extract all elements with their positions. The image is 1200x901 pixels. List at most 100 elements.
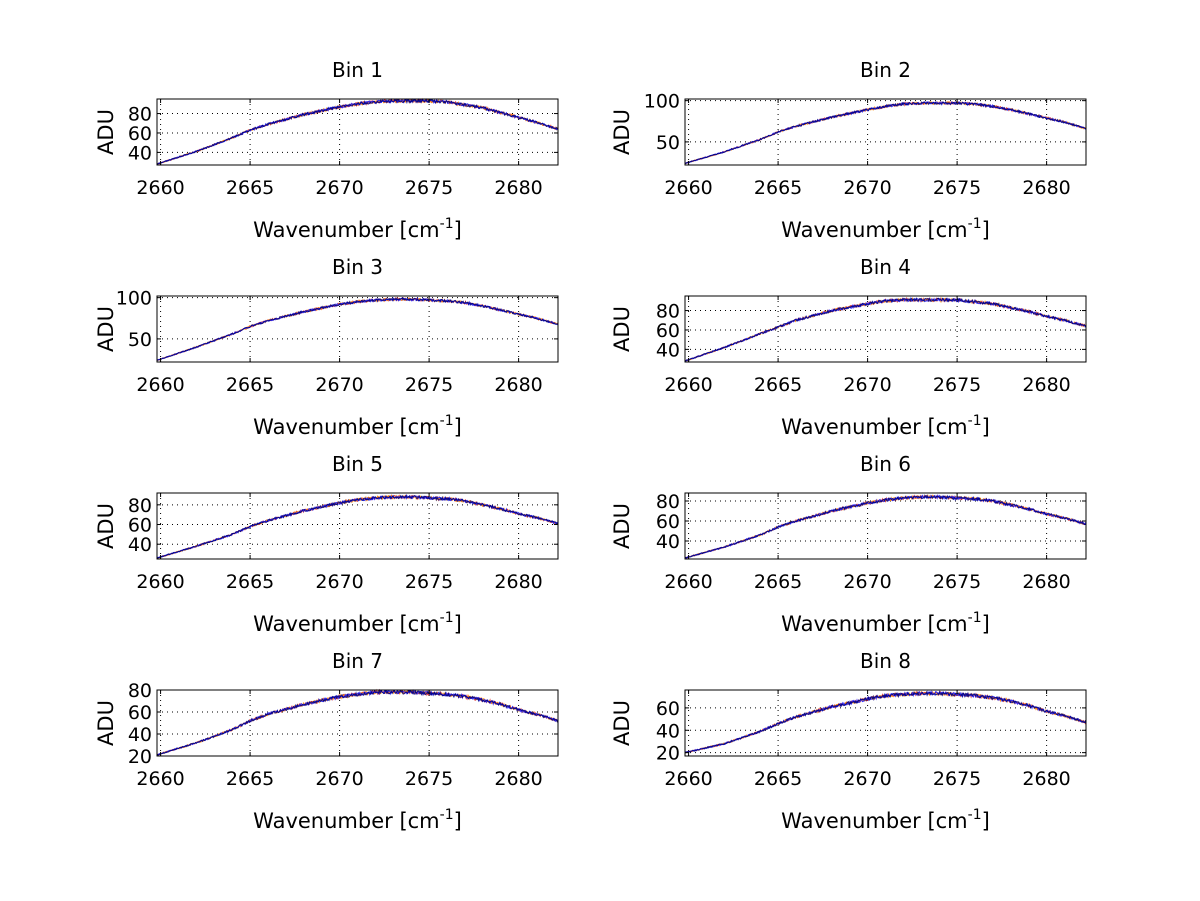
y-tick-label: 50 [656, 132, 680, 154]
x-axis-label: Wavenumber [cm-1] [781, 413, 990, 439]
x-axis-label-exponent: -1 [440, 610, 454, 626]
axes-box [684, 689, 1087, 757]
y-tick-label: 40 [656, 720, 680, 742]
subplot-3: Bin 3 2660 2665 2670 2675 2680 50 100 Wavenumber… [94, 255, 559, 439]
y-tick-label: 60 [128, 702, 152, 724]
spectrum-trace [684, 101, 1087, 165]
x-axis-label: Wavenumber [cm-1] [781, 216, 990, 242]
y-tick-label: 60 [128, 515, 152, 537]
spectrum-trace [684, 494, 1087, 559]
x-tick-label: 2675 [933, 177, 981, 199]
subplot-title: Bin 6 [860, 452, 911, 476]
x-tick-label: 2660 [136, 177, 184, 199]
x-tick-label: 2660 [664, 571, 712, 593]
x-tick-label: 2665 [754, 768, 802, 790]
x-axis-label-end: ] [982, 415, 990, 439]
spectrum-trace [684, 494, 1086, 559]
y-tick-label: 60 [656, 698, 680, 720]
spectrum-trace [156, 98, 559, 165]
spectrum-trace [157, 297, 559, 361]
x-axis-label-main: Wavenumber [cm [253, 218, 439, 242]
x-axis-label: Wavenumber [cm-1] [253, 807, 462, 833]
x-axis-label-main: Wavenumber [cm [781, 809, 967, 833]
y-tick-label: 40 [128, 142, 152, 164]
x-tick-label: 2660 [136, 571, 184, 593]
subplot-title: Bin 3 [332, 255, 383, 279]
x-axis-label-main: Wavenumber [cm [253, 415, 439, 439]
y-axis-label: ADU [610, 109, 634, 155]
subplot-title: Bin 8 [860, 649, 911, 673]
axes-box [156, 492, 559, 560]
x-tick-label: 2660 [664, 374, 712, 396]
axes-box [684, 98, 1087, 166]
spectrum-trace [156, 296, 559, 361]
x-axis-label-main: Wavenumber [cm [781, 218, 967, 242]
x-axis-label-exponent: -1 [440, 807, 454, 823]
x-axis-label-end: ] [454, 612, 462, 636]
x-tick-label: 2680 [494, 571, 542, 593]
x-tick-label: 2665 [226, 374, 274, 396]
y-tick-label: 60 [656, 511, 680, 533]
x-axis-label-exponent: -1 [968, 610, 982, 626]
x-tick-label: 2665 [754, 374, 802, 396]
x-axis-label-main: Wavenumber [cm [253, 612, 439, 636]
y-tick-label: 80 [656, 301, 680, 323]
subplot-2: Bin 2 2660 2665 2670 2675 2680 50 100 Wavenumber… [610, 58, 1087, 242]
x-axis-label-end: ] [982, 612, 990, 636]
x-axis-label: Wavenumber [cm-1] [253, 413, 462, 439]
x-tick-label: 2665 [754, 177, 802, 199]
x-tick-label: 2680 [1022, 768, 1070, 790]
axes-box [684, 295, 1087, 363]
y-tick-label: 100 [644, 91, 680, 113]
x-tick-label: 2670 [315, 177, 363, 199]
subplot-title: Bin 4 [860, 255, 911, 279]
axes-box [156, 295, 559, 363]
x-axis-label: Wavenumber [cm-1] [253, 610, 462, 636]
x-axis-label-exponent: -1 [440, 413, 454, 429]
spectrum-trace [684, 100, 1087, 165]
x-tick-label: 2675 [405, 177, 453, 199]
y-tick-label: 40 [656, 339, 680, 361]
x-axis-label-exponent: -1 [968, 807, 982, 823]
spectrum-trace [157, 98, 559, 165]
x-axis-label-main: Wavenumber [cm [781, 415, 967, 439]
x-tick-label: 2675 [933, 571, 981, 593]
spectrum-trace [684, 690, 1087, 754]
x-tick-label: 2665 [226, 571, 274, 593]
x-tick-label: 2665 [226, 768, 274, 790]
y-axis-label: ADU [94, 109, 118, 155]
x-tick-label: 2670 [843, 374, 891, 396]
spectrum-trace [156, 297, 559, 361]
spectrum-trace [156, 494, 559, 559]
x-axis-label: Wavenumber [cm-1] [781, 807, 990, 833]
x-axis-label-exponent: -1 [440, 216, 454, 232]
x-tick-label: 2680 [1022, 177, 1070, 199]
y-tick-label: 20 [128, 746, 152, 768]
spectrum-trace [684, 101, 1087, 165]
subplot-title: Bin 1 [332, 58, 383, 82]
x-tick-label: 2675 [405, 768, 453, 790]
x-axis-label-end: ] [454, 809, 462, 833]
spectrum-trace [156, 688, 559, 756]
y-axis-label: ADU [94, 306, 118, 352]
x-tick-label: 2670 [315, 768, 363, 790]
x-tick-label: 2680 [494, 177, 542, 199]
x-tick-label: 2670 [843, 177, 891, 199]
y-axis-label: ADU [610, 700, 634, 746]
y-tick-label: 80 [128, 104, 152, 126]
y-tick-label: 40 [128, 724, 152, 746]
subplot-title: Bin 7 [332, 649, 383, 673]
x-tick-label: 2660 [664, 177, 712, 199]
y-tick-label: 100 [116, 288, 152, 310]
x-tick-label: 2675 [405, 374, 453, 396]
y-axis-label: ADU [94, 503, 118, 549]
spectrum-trace [685, 690, 1087, 754]
x-axis-label-end: ] [454, 415, 462, 439]
x-tick-label: 2670 [315, 374, 363, 396]
x-axis-label-main: Wavenumber [cm [253, 809, 439, 833]
x-tick-label: 2670 [843, 768, 891, 790]
x-tick-label: 2670 [843, 571, 891, 593]
